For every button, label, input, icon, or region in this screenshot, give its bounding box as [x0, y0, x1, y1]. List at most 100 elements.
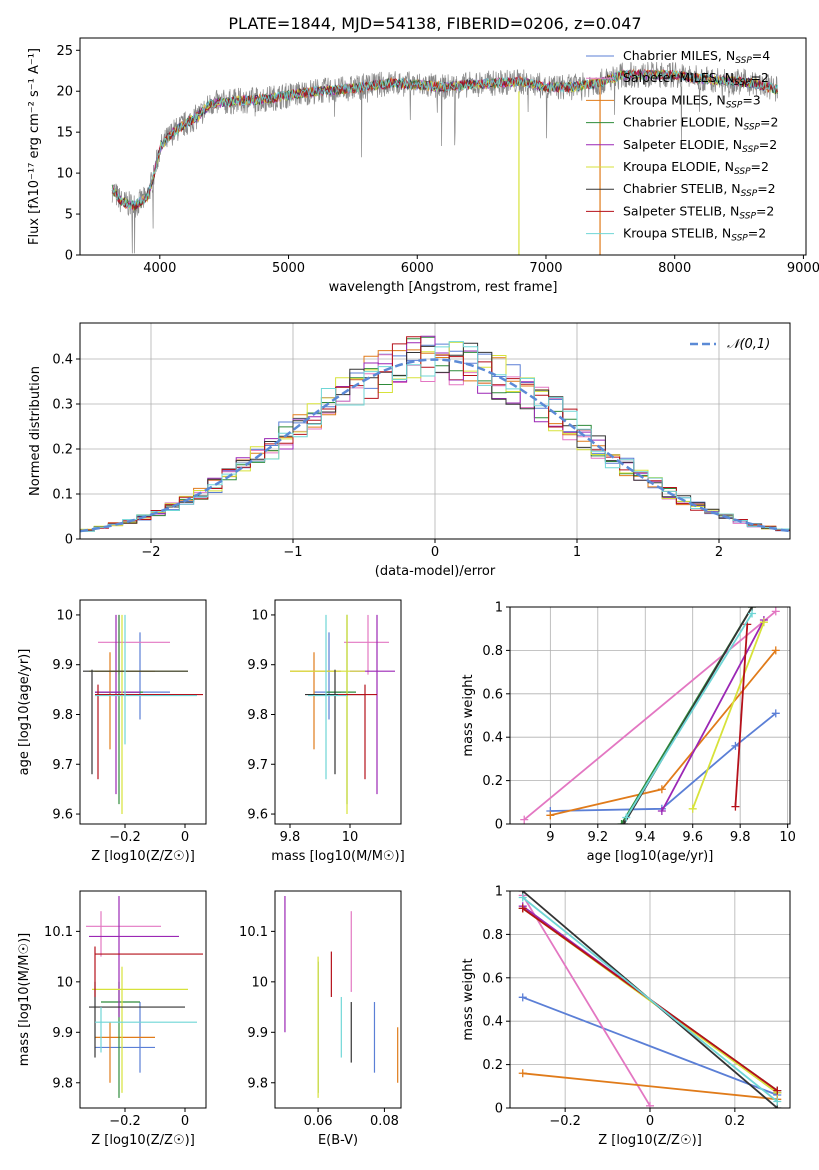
panel-age_vs_mass: 9.8 10 9.6 9.7 9.8 9.9 10 mass [log10(M/M☉)] [247, 599, 405, 864]
y-tick-label: 9.6 [247, 808, 268, 823]
y-tick-label: 0.8 [482, 928, 503, 943]
mass-weight-line [661, 619, 765, 812]
x-tick-label: −0.2 [109, 1114, 141, 1129]
x-tick-label: −0.2 [109, 830, 141, 845]
mass-weight-marker [518, 893, 527, 902]
legend-label: Salpeter ELODIE, NSSP=2 [623, 137, 777, 155]
x-tick-label: 9.2 [587, 830, 608, 845]
mass-weight-marker [771, 646, 780, 655]
y-axis-label: mass weight [461, 674, 476, 756]
y-tick-label: 0 [65, 249, 73, 264]
y-tick-label: 0.4 [52, 353, 73, 368]
panel-spectrum: 4000 5000 6000 7000 8000 9000 0 5 10 15 20 25 wavele… [27, 37, 819, 295]
y-tick-label: 9.8 [52, 708, 73, 723]
mass-weight-marker [646, 1101, 654, 1108]
x-tick-label: 2 [715, 545, 723, 560]
mass-weight-marker [657, 806, 666, 815]
mass-weight-marker [520, 815, 529, 824]
y-tick-label: 9.8 [247, 708, 268, 723]
axes-frame [79, 37, 807, 256]
y-axis-label: Normed distribution [28, 366, 43, 496]
y-tick-label: 25 [56, 44, 73, 59]
plot-area [290, 614, 395, 815]
spectrum-model-line [111, 68, 778, 211]
plot-area [86, 896, 203, 1098]
legend-label: Chabrier MILES, NSSP=4 [623, 48, 770, 66]
y-tick-label: 1 [495, 885, 503, 900]
legend-label: Kroupa MILES, NSSP=3 [623, 92, 761, 110]
panel-mass_vs_Z: −0.2 0 9.8 9.9 10 10.1 Z [log10(Z/Z☉)] mass [lo… [17, 890, 207, 1148]
y-tick-label: 9.8 [247, 1076, 268, 1091]
x-axis-label: Z [log10(Z/Z☉)] [91, 1133, 195, 1148]
y-tick-label: 0.4 [482, 1015, 503, 1030]
axes-frame [509, 606, 791, 825]
panel-age_vs_Z: −0.2 0 9.6 9.7 9.8 9.9 10 Z [log10(Z/Z☉)] age [l… [17, 599, 207, 864]
x-tick-label: 0.06 [304, 1114, 333, 1129]
y-axis-label: mass [log10(M/M☉)] [17, 933, 32, 1066]
x-axis-label: Z [log10(Z/Z☉)] [598, 1133, 702, 1148]
histogram-step [80, 341, 790, 534]
x-tick-label: 10 [779, 830, 796, 845]
x-axis-label: mass [log10(M/M☉)] [271, 849, 404, 864]
y-axis-label: mass weight [461, 958, 476, 1040]
panel-massweight_vs_age: 9 9.2 9.4 9.6 9.8 10 0 0.2 0.4 0.6 0.8 1 age [log10(… [461, 601, 796, 865]
x-tick-label: 0 [431, 545, 439, 560]
legend-label: 𝒩(0,1) [727, 337, 770, 352]
mass-weight-line [550, 712, 777, 812]
mass-weight-marker [771, 709, 780, 718]
mass-weight-marker [771, 607, 780, 616]
mass-weight-marker [688, 804, 697, 813]
x-tick-label: 6000 [401, 261, 434, 276]
y-tick-label: 20 [56, 85, 73, 100]
x-tick-label: 0 [646, 1114, 654, 1129]
y-tick-label: 0.8 [482, 644, 503, 659]
mass-weight-line [521, 894, 651, 1107]
x-tick-label: −2 [141, 545, 160, 560]
y-tick-label: 9.8 [52, 1076, 73, 1091]
legend-label: Salpeter STELIB, NSSP=2 [623, 203, 774, 221]
x-tick-label: 10 [342, 830, 359, 845]
x-tick-label: 7000 [529, 261, 562, 276]
mass-weight-marker [518, 904, 527, 913]
mass-weight-marker [731, 802, 740, 811]
mass-weight-line [691, 621, 765, 810]
x-tick-label: 9.6 [682, 830, 703, 845]
y-tick-label: 5 [65, 208, 73, 223]
y-tick-label: 9.9 [247, 658, 268, 673]
mass-weight-marker [759, 618, 768, 627]
gaussian-curve [80, 358, 790, 533]
mass-weight-marker [619, 820, 628, 824]
axes-frame [274, 599, 402, 825]
y-tick-label: 10 [56, 608, 73, 623]
x-axis-label: E(B-V) [318, 1133, 358, 1148]
y-tick-label: 0.4 [482, 731, 503, 746]
x-tick-label: 1 [573, 545, 581, 560]
y-tick-label: 10 [56, 167, 73, 182]
y-tick-label: 9.7 [247, 758, 268, 773]
x-tick-label: 9000 [787, 261, 819, 276]
legend-label: Kroupa STELIB, NSSP=2 [623, 226, 766, 244]
mass-weight-marker [546, 811, 555, 820]
spectrum-model-line [111, 69, 778, 210]
mass-weight-marker [657, 785, 666, 794]
x-axis-label: wavelength [Angstrom, rest frame] [329, 280, 558, 295]
x-axis-label: Z [log10(Z/Z☉)] [91, 849, 195, 864]
y-tick-label: 0.3 [52, 398, 73, 413]
x-axis-label: (data-model)/error [375, 564, 496, 579]
axes-frame [79, 599, 207, 825]
mass-weight-marker [518, 1069, 527, 1078]
y-tick-label: 0 [65, 533, 73, 548]
axes-frame [79, 890, 207, 1109]
mass-weight-marker [731, 741, 740, 750]
panel-mass_vs_ebv: 0.06 0.08 9.8 9.9 10 10.1 E(B-V) [239, 890, 402, 1148]
legend-label: Chabrier ELODIE, NSSP=2 [623, 115, 778, 133]
x-axis-label: age [log10(age/yr)] [587, 849, 714, 864]
x-tick-label: 9.8 [280, 830, 301, 845]
x-tick-label: 0 [181, 830, 189, 845]
x-tick-label: 4000 [143, 261, 176, 276]
x-tick-label: 9.4 [635, 830, 656, 845]
y-tick-label: 9.9 [52, 658, 73, 673]
y-tick-label: 1 [495, 601, 503, 616]
x-tick-label: 0.08 [370, 1114, 399, 1129]
mass-weight-marker [773, 1097, 782, 1106]
